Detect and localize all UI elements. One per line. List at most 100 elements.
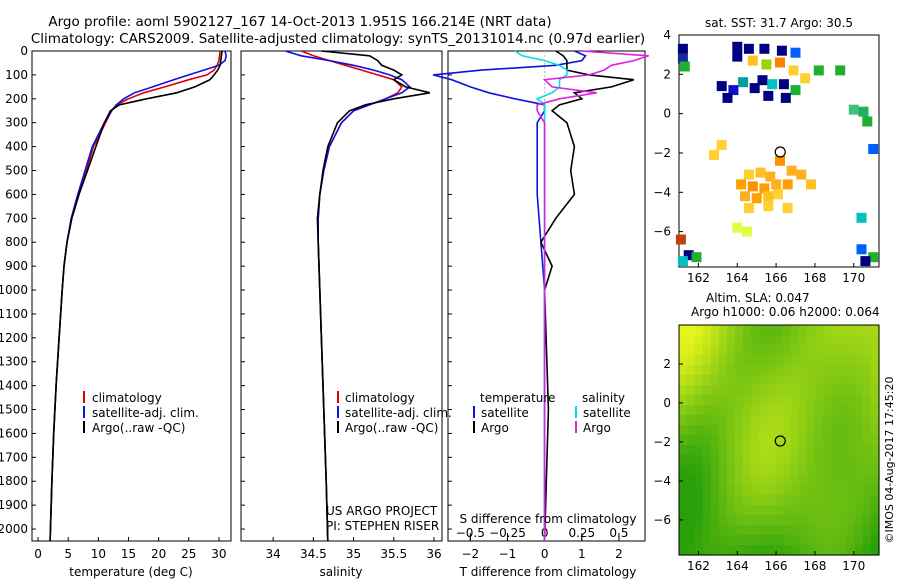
sla-pixel <box>807 395 816 406</box>
sla-pixel <box>839 445 848 456</box>
sla-pixel <box>823 325 832 336</box>
sla-pixel <box>767 405 776 416</box>
sst-pixel <box>751 193 762 204</box>
x-tick-label: 2 <box>615 547 623 561</box>
sla-pixel <box>815 515 824 526</box>
sla-pixel <box>719 415 728 426</box>
sla-pixel <box>759 345 768 356</box>
depth-tick-label: 800 <box>5 235 28 249</box>
sla-pixel <box>871 545 880 556</box>
sst-pixel <box>732 222 743 233</box>
sla-pixel <box>767 365 776 376</box>
sla-pixel <box>815 465 824 476</box>
sla-pixel <box>775 375 784 386</box>
sst-pixel <box>835 65 846 76</box>
sla-pixel <box>823 515 832 526</box>
sla-pixel <box>791 525 800 536</box>
sla-pixel <box>703 525 712 536</box>
sla-pixel <box>743 365 752 376</box>
sla-pixel <box>799 415 808 426</box>
map-y-tick-label: 2 <box>663 67 671 81</box>
sla-pixel <box>735 485 744 496</box>
sla-pixel <box>743 405 752 416</box>
sla-pixel <box>863 545 872 556</box>
sla-pixel <box>719 515 728 526</box>
difference-series <box>432 50 649 542</box>
depth-axis: 0 100 200 300 400 500 600 700 800 900 1000 1100 1200… <box>0 44 452 536</box>
x-tick-label: 34.5 <box>300 547 327 561</box>
sla-pixel <box>767 445 776 456</box>
x-tick-label: 10 <box>91 547 106 561</box>
sst-pixel <box>759 43 770 54</box>
sla-pixel <box>847 345 856 356</box>
sla-pixel <box>799 455 808 466</box>
sla-pixel <box>823 435 832 446</box>
sla-pixel <box>855 325 864 336</box>
sla-pixel <box>743 375 752 386</box>
sla-pixel <box>823 465 832 476</box>
sla-pixel <box>783 535 792 546</box>
depth-tick-label: 1100 <box>0 307 28 321</box>
sla-pixel <box>767 475 776 486</box>
sla-pixel <box>743 485 752 496</box>
sla-pixel <box>727 385 736 396</box>
sla-pixel <box>815 435 824 446</box>
sla-pixel <box>847 375 856 386</box>
sla-pixel <box>679 455 688 466</box>
sla-pixel <box>855 345 864 356</box>
sla-pixel <box>823 365 832 376</box>
sla-pixel <box>783 345 792 356</box>
map-y-tick-label: −6 <box>653 513 671 527</box>
sla-pixel <box>783 365 792 376</box>
sla-pixel <box>807 495 816 506</box>
sla-pixel <box>743 385 752 396</box>
sla-pixel <box>727 375 736 386</box>
sla-pixel <box>799 335 808 346</box>
sst-pixel <box>743 169 754 180</box>
sla-pixel <box>719 375 728 386</box>
sla-pixel <box>735 535 744 546</box>
sla-pixel <box>743 355 752 366</box>
sst-pixel <box>788 65 799 76</box>
sla-pixel <box>815 335 824 346</box>
sla-pixel <box>855 335 864 346</box>
sla-pixel <box>807 485 816 496</box>
sla-pixel <box>751 325 760 336</box>
map-y-tick-label: −6 <box>653 225 671 239</box>
sst-pixel <box>763 90 774 101</box>
map-y-tick-label: 4 <box>663 28 671 42</box>
sla-pixel <box>679 425 688 436</box>
sla-pixel <box>855 435 864 446</box>
sla-pixel <box>719 335 728 346</box>
sla-pixel <box>687 485 696 496</box>
sla-pixel <box>695 455 704 466</box>
sla-pixel <box>719 455 728 466</box>
depth-tick-label: 1900 <box>0 498 28 512</box>
sla-pixel <box>815 495 824 506</box>
sla-pixel <box>791 435 800 446</box>
depth-tick-label: 600 <box>5 187 28 201</box>
sla-pixel <box>823 545 832 556</box>
sla-pixel <box>791 385 800 396</box>
sla-pixel <box>823 415 832 426</box>
sla-pixel <box>775 455 784 466</box>
sst-pixel <box>868 144 879 154</box>
temperature-series <box>49 50 228 542</box>
sla-pixel <box>711 335 720 346</box>
sla-pixel <box>839 535 848 546</box>
sla-pixel <box>863 525 872 536</box>
sla-pixel <box>695 545 704 556</box>
s-tick-label: −0.5 <box>456 526 485 540</box>
salinity-x-label: salinity <box>319 565 362 579</box>
sla-pixel <box>839 435 848 446</box>
sla-pixel <box>799 365 808 376</box>
sla-pixel <box>799 475 808 486</box>
sla-map-frame <box>678 324 880 556</box>
sla-pixel <box>695 385 704 396</box>
sla-pixel <box>695 425 704 436</box>
map-x-tick-label: 168 <box>803 559 826 573</box>
sst-pixel <box>775 57 785 68</box>
sla-pixel <box>863 455 872 466</box>
sla-pixel <box>679 525 688 536</box>
sla-pixel <box>847 535 856 546</box>
